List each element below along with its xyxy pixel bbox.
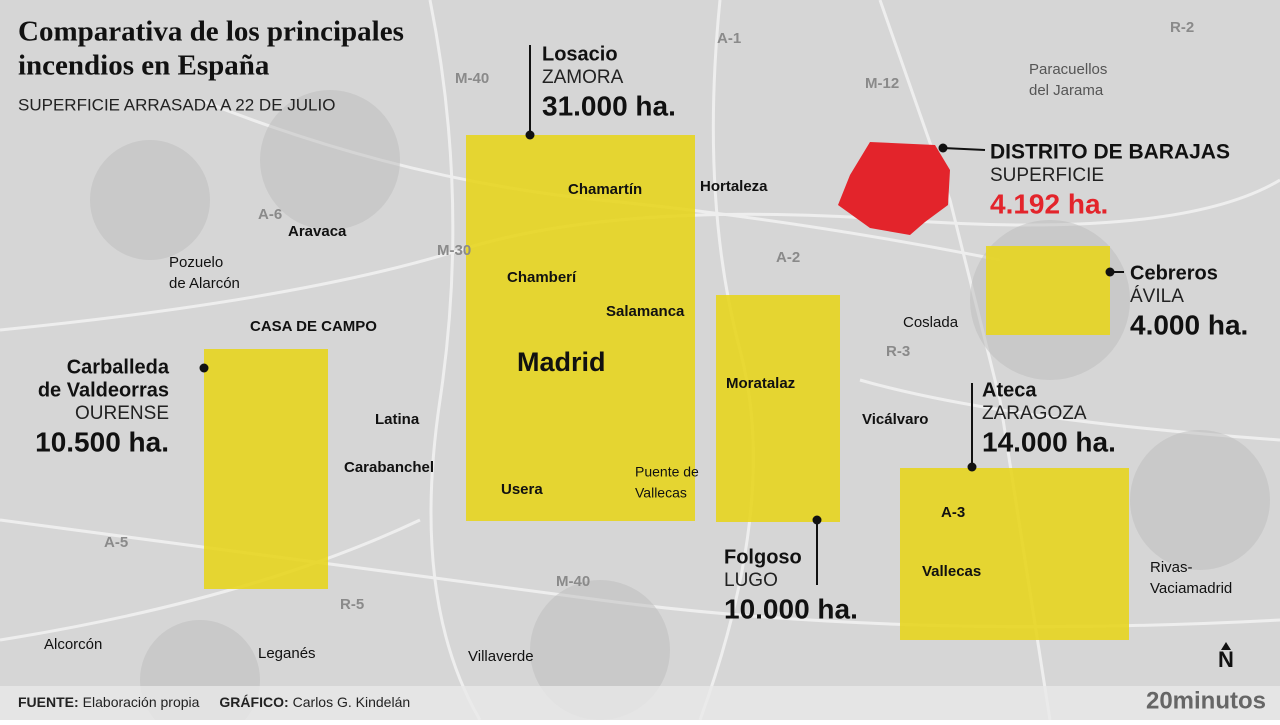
title: incendios en España bbox=[18, 50, 270, 82]
fire-province: ÁVILA bbox=[1130, 286, 1184, 307]
place-label: Vicálvaro bbox=[862, 411, 928, 428]
place-label: Moratalaz bbox=[726, 375, 795, 392]
place-label: Usera bbox=[501, 481, 543, 498]
place-label: Vaciamadrid bbox=[1150, 580, 1232, 597]
fire-province: OURENSE bbox=[75, 403, 169, 424]
road-label: A-6 bbox=[258, 206, 282, 223]
leader-dot bbox=[1105, 267, 1115, 277]
fire-area-label: 14.000 ha. bbox=[982, 426, 1116, 457]
fire-name: Cebreros bbox=[1130, 262, 1218, 284]
leader-dot bbox=[812, 515, 822, 525]
fire-province: LUGO bbox=[724, 570, 778, 591]
fire-area-label: 10.000 ha. bbox=[724, 593, 858, 624]
leader-dot bbox=[938, 143, 948, 153]
barajas-area bbox=[838, 142, 950, 235]
subtitle: SUPERFICIE ARRASADA A 22 DE JULIO bbox=[18, 95, 335, 114]
place-label: CASA DE CAMPO bbox=[250, 318, 377, 335]
road-label: R-3 bbox=[886, 343, 910, 360]
footer-graphic: Carlos G. Kindelán bbox=[293, 694, 411, 710]
place-label: Paracuellos bbox=[1029, 61, 1107, 78]
road-label: A-1 bbox=[717, 30, 741, 47]
fire-area bbox=[466, 135, 695, 521]
fire-name: Carballeda bbox=[67, 356, 170, 378]
place-label: Villaverde bbox=[468, 648, 534, 665]
fire-area-label: 10.500 ha. bbox=[35, 426, 169, 457]
footer-graphic-label: GRÁFICO: bbox=[219, 694, 288, 710]
place-label: Carabanchel bbox=[344, 459, 434, 476]
place-label: Chamberí bbox=[507, 269, 577, 286]
footer-credits: FUENTE: Elaboración propia GRÁFICO: Carlos … bbox=[18, 694, 410, 710]
road-label: M-40 bbox=[455, 70, 489, 87]
place-label: Puente de bbox=[635, 464, 699, 480]
place-label: de Alarcón bbox=[169, 275, 240, 292]
leader-line bbox=[942, 147, 986, 151]
road-label: M-30 bbox=[437, 242, 471, 259]
road-label: A-5 bbox=[104, 534, 128, 551]
north-label: N bbox=[1218, 647, 1234, 672]
place-label: Hortaleza bbox=[700, 178, 768, 195]
fire-area bbox=[716, 295, 840, 522]
place-label: Vallecas bbox=[922, 563, 981, 580]
fire-name: Ateca bbox=[982, 379, 1037, 401]
place-label: del Jarama bbox=[1029, 82, 1104, 99]
leader-dot bbox=[199, 363, 209, 373]
title: Comparativa de los principales bbox=[18, 16, 404, 48]
brand: 20minutos bbox=[1146, 687, 1266, 714]
fire-area bbox=[900, 468, 1129, 640]
fire-name: DISTRITO DE BARAJAS bbox=[990, 141, 1230, 164]
road-label: M-40 bbox=[556, 573, 590, 590]
place-label: Coslada bbox=[903, 314, 959, 331]
fire-province: SUPERFICIE bbox=[990, 165, 1104, 186]
place-label: Madrid bbox=[517, 347, 606, 377]
place-label: Pozuelo bbox=[169, 254, 223, 271]
leader-dot bbox=[525, 130, 535, 140]
fire-area-label: 31.000 ha. bbox=[542, 90, 676, 121]
fire-area-label: 4.000 ha. bbox=[1130, 309, 1248, 340]
place-label: Latina bbox=[375, 411, 420, 428]
place-label: Aravaca bbox=[288, 223, 347, 240]
road-label: R-5 bbox=[340, 596, 364, 613]
place-label: A-3 bbox=[941, 504, 965, 521]
fire-area bbox=[986, 246, 1110, 335]
fire-name: de Valdeorras bbox=[38, 379, 169, 401]
place-label: Rivas- bbox=[1150, 559, 1193, 576]
road-label: R-2 bbox=[1170, 19, 1194, 36]
leader-dot bbox=[967, 462, 977, 472]
fire-area-label: 4.192 ha. bbox=[990, 188, 1108, 219]
place-label: Salamanca bbox=[606, 303, 685, 320]
footer-band bbox=[0, 686, 1280, 720]
urban-texture bbox=[90, 90, 1270, 725]
footer-source-label: FUENTE: bbox=[18, 694, 79, 710]
fire-name: Losacio bbox=[542, 43, 618, 65]
footer-source: Elaboración propia bbox=[83, 694, 200, 710]
fire-name: Folgoso bbox=[724, 546, 802, 568]
fire-area bbox=[204, 349, 328, 589]
fire-province: ZARAGOZA bbox=[982, 403, 1087, 424]
place-label: Chamartín bbox=[568, 181, 642, 198]
place-label: Leganés bbox=[258, 645, 316, 662]
place-label: Alcorcón bbox=[44, 636, 102, 653]
road-label: A-2 bbox=[776, 249, 800, 266]
road-label: M-12 bbox=[865, 75, 899, 92]
place-label: Vallecas bbox=[635, 485, 687, 501]
north-arrow bbox=[1221, 642, 1231, 650]
fire-province: ZAMORA bbox=[542, 67, 624, 88]
